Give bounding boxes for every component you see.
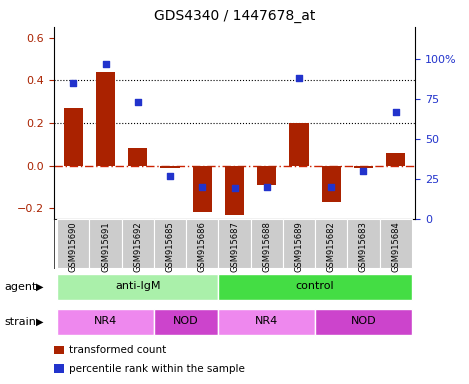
Point [69, 80, 77, 86]
Bar [57, 309, 154, 334]
Text: GSM915682: GSM915682 [327, 221, 336, 272]
Bar [315, 219, 348, 268]
Text: transformed count: transformed count [69, 345, 166, 355]
Text: agent: agent [5, 282, 37, 292]
Bar [128, 149, 147, 166]
Text: GSM915685: GSM915685 [166, 221, 174, 272]
Title: GDS4340 / 1447678_at: GDS4340 / 1447678_at [154, 9, 315, 23]
Bar [250, 219, 283, 268]
Text: NOD: NOD [174, 316, 199, 326]
Bar [219, 219, 250, 268]
Point [134, 99, 142, 105]
Point [360, 168, 367, 174]
Bar [154, 309, 219, 334]
Point [231, 185, 238, 192]
Point [198, 184, 206, 190]
Text: GSM915688: GSM915688 [262, 221, 271, 272]
Bar [379, 219, 412, 268]
Bar [219, 274, 412, 300]
Text: NR4: NR4 [94, 316, 117, 326]
Bar [289, 123, 309, 166]
Text: control: control [296, 281, 334, 291]
Text: anti-IgM: anti-IgM [115, 281, 160, 291]
Text: GSM915692: GSM915692 [133, 221, 142, 272]
Point [295, 75, 303, 81]
Bar [219, 309, 315, 334]
Text: NR4: NR4 [255, 316, 279, 326]
Bar [96, 72, 115, 166]
Bar [160, 166, 180, 168]
Text: GSM915683: GSM915683 [359, 221, 368, 272]
Text: GSM915689: GSM915689 [295, 221, 303, 272]
Point [263, 184, 271, 190]
Text: GSM915686: GSM915686 [198, 221, 207, 272]
Bar [154, 219, 186, 268]
Text: GSM915690: GSM915690 [69, 221, 78, 272]
Bar [354, 166, 373, 168]
Bar [225, 166, 244, 215]
Bar [283, 219, 315, 268]
Text: GSM915691: GSM915691 [101, 221, 110, 272]
Text: percentile rank within the sample: percentile rank within the sample [69, 364, 245, 374]
Bar [348, 219, 379, 268]
Point [102, 61, 109, 67]
Bar [193, 166, 212, 212]
Text: strain: strain [5, 316, 37, 327]
Text: NOD: NOD [351, 316, 376, 326]
Bar [386, 153, 405, 166]
Text: GSM915684: GSM915684 [391, 221, 400, 272]
Bar [90, 219, 121, 268]
Text: GSM915687: GSM915687 [230, 221, 239, 272]
Bar [64, 108, 83, 166]
Text: ▶: ▶ [36, 316, 44, 327]
Bar [322, 166, 341, 202]
Text: ▶: ▶ [36, 282, 44, 292]
Bar [315, 309, 412, 334]
Point [166, 173, 174, 179]
Bar [121, 219, 154, 268]
Bar [57, 219, 90, 268]
Point [392, 109, 400, 115]
Bar [186, 219, 219, 268]
Bar [57, 274, 219, 300]
Bar [257, 166, 276, 185]
Point [327, 184, 335, 190]
